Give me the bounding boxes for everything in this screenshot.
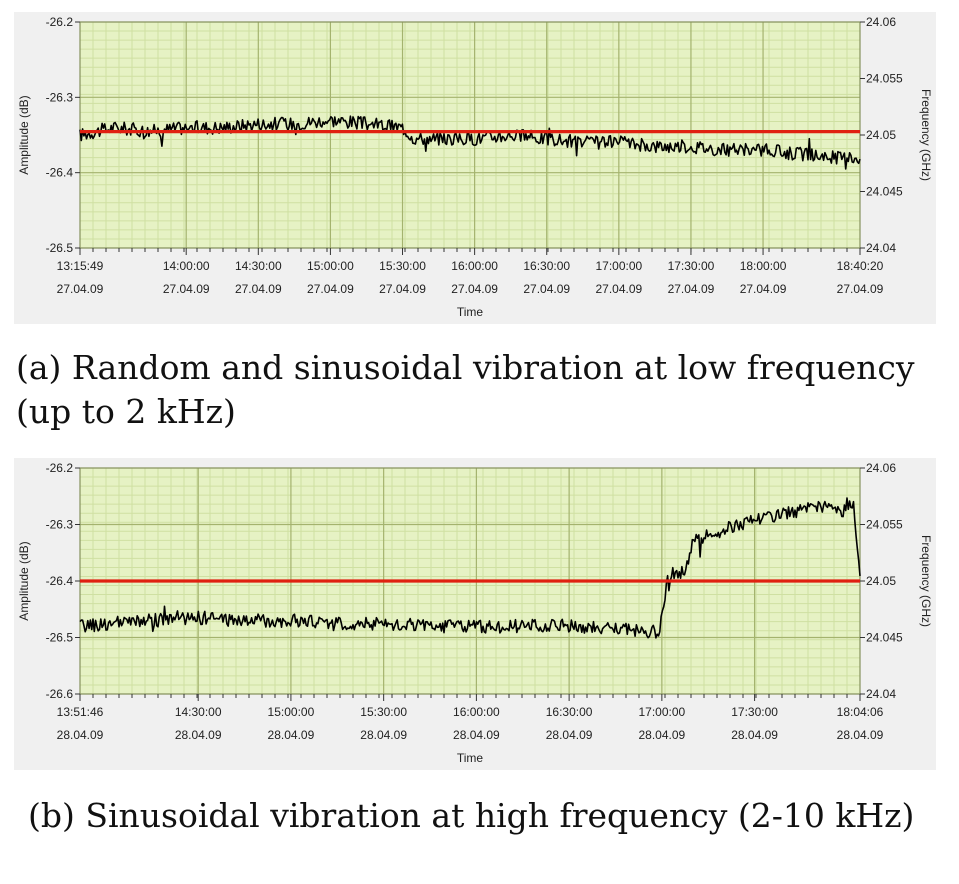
- y2-tick-label: 24.04: [866, 687, 896, 701]
- x-tick-label-date: 28.04.09: [837, 728, 884, 742]
- y-tick-label: -26.2: [46, 461, 74, 475]
- x-tick-label-time: 17:00:00: [595, 259, 642, 273]
- x-tick-label-date: 28.04.09: [360, 728, 407, 742]
- x-tick-label-date: 27.04.09: [57, 282, 104, 296]
- y2-tick-label: 24.055: [866, 518, 903, 532]
- chart-panel-a: -26.2 -26.3 -26.4 -26.5 24.06 24.055 24.05 24.0…: [14, 12, 936, 324]
- x-tick-label-time: 15:30:00: [360, 705, 407, 719]
- y2-axis-label: Frequency (GHz): [919, 535, 933, 627]
- x-tick-label-time: 18:40:20: [837, 259, 884, 273]
- x-tick-label-date: 28.04.09: [731, 728, 778, 742]
- x-tick-label-date: 27.04.09: [235, 282, 282, 296]
- x-tick-label-time: 16:00:00: [453, 705, 500, 719]
- chart-panel-b: -26.2 -26.3 -26.4 -26.5 -26.6 24.06 24.055 24.0…: [14, 458, 936, 770]
- chart-b-svg: -26.2 -26.3 -26.4 -26.5 -26.6 24.06 24.055 24.0…: [17, 461, 933, 765]
- x-tick-label-date: 27.04.09: [740, 282, 787, 296]
- y-tick-label: -26.2: [46, 15, 74, 29]
- x-tick-label-date: 27.04.09: [451, 282, 498, 296]
- x-tick-label-date: 28.04.09: [175, 728, 222, 742]
- y-tick-label: -26.5: [46, 631, 74, 645]
- chart-a-svg: -26.2 -26.3 -26.4 -26.5 24.06 24.055 24.05 24.0…: [17, 15, 933, 319]
- x-tick-label-time: 13:15:49: [57, 259, 104, 273]
- x-tick-label-date: 28.04.09: [638, 728, 685, 742]
- y2-tick-label: 24.04: [866, 241, 896, 255]
- x-tick-label-time: 16:00:00: [451, 259, 498, 273]
- y-tick-label: -26.4: [46, 166, 74, 180]
- x-tick-label-time: 13:51:46: [57, 705, 104, 719]
- x-tick-label-date: 27.04.09: [307, 282, 354, 296]
- y-tick-label: -26.3: [46, 518, 74, 532]
- y2-tick-label: 24.05: [866, 128, 896, 142]
- y-tick-label: -26.4: [46, 574, 74, 588]
- x-tick-label-date: 27.04.09: [163, 282, 210, 296]
- x-tick-label-date: 28.04.09: [453, 728, 500, 742]
- x-tick-label-time: 17:30:00: [668, 259, 715, 273]
- x-tick-label-time: 15:00:00: [307, 259, 354, 273]
- x-tick-label-time: 14:30:00: [235, 259, 282, 273]
- y2-tick-label: 24.045: [866, 185, 903, 199]
- x-tick-label-date: 28.04.09: [546, 728, 593, 742]
- x-tick-label-time: 17:00:00: [638, 705, 685, 719]
- y-tick-label: -26.5: [46, 241, 74, 255]
- x-tick-label-time: 18:04:06: [837, 705, 884, 719]
- x-axis-label: Time: [457, 305, 484, 319]
- y2-tick-label: 24.055: [866, 72, 903, 86]
- series-amplitude-trace: [79, 497, 861, 639]
- x-tick-label-time: 17:30:00: [731, 705, 778, 719]
- caption-a-line2: (up to 2 kHz): [16, 392, 236, 431]
- x-tick-label-date: 27.04.09: [523, 282, 570, 296]
- caption-a-line1: (a) Random and sinusoidal vibration at l…: [16, 348, 915, 387]
- x-tick-label-date: 27.04.09: [837, 282, 884, 296]
- y-axis-label: Amplitude (dB): [17, 541, 31, 620]
- y2-tick-label: 24.06: [866, 15, 896, 29]
- y-axis-label: Amplitude (dB): [17, 95, 31, 174]
- x-tick-label-time: 15:30:00: [379, 259, 426, 273]
- series-amplitude-trace: [79, 115, 861, 170]
- x-tick-label-time: 16:30:00: [546, 705, 593, 719]
- caption-a: (a) Random and sinusoidal vibration at l…: [16, 346, 946, 434]
- y-tick-label: -26.3: [46, 90, 74, 104]
- caption-b: (b) Sinusoidal vibration at high frequen…: [28, 796, 915, 835]
- y-tick-label: -26.6: [46, 687, 74, 701]
- x-tick-label-time: 14:00:00: [163, 259, 210, 273]
- x-axis-label: Time: [457, 751, 484, 765]
- y2-tick-label: 24.045: [866, 631, 903, 645]
- x-tick-label-date: 28.04.09: [268, 728, 315, 742]
- x-tick-label-date: 27.04.09: [595, 282, 642, 296]
- x-tick-label-time: 18:00:00: [740, 259, 787, 273]
- x-tick-label-time: 16:30:00: [523, 259, 570, 273]
- y2-tick-label: 24.06: [866, 461, 896, 475]
- x-tick-label-time: 15:00:00: [268, 705, 315, 719]
- y2-tick-label: 24.05: [866, 574, 896, 588]
- y2-axis-label: Frequency (GHz): [919, 89, 933, 181]
- x-tick-label-date: 28.04.09: [57, 728, 104, 742]
- x-tick-label-date: 27.04.09: [668, 282, 715, 296]
- x-tick-label-time: 14:30:00: [175, 705, 222, 719]
- x-tick-label-date: 27.04.09: [379, 282, 426, 296]
